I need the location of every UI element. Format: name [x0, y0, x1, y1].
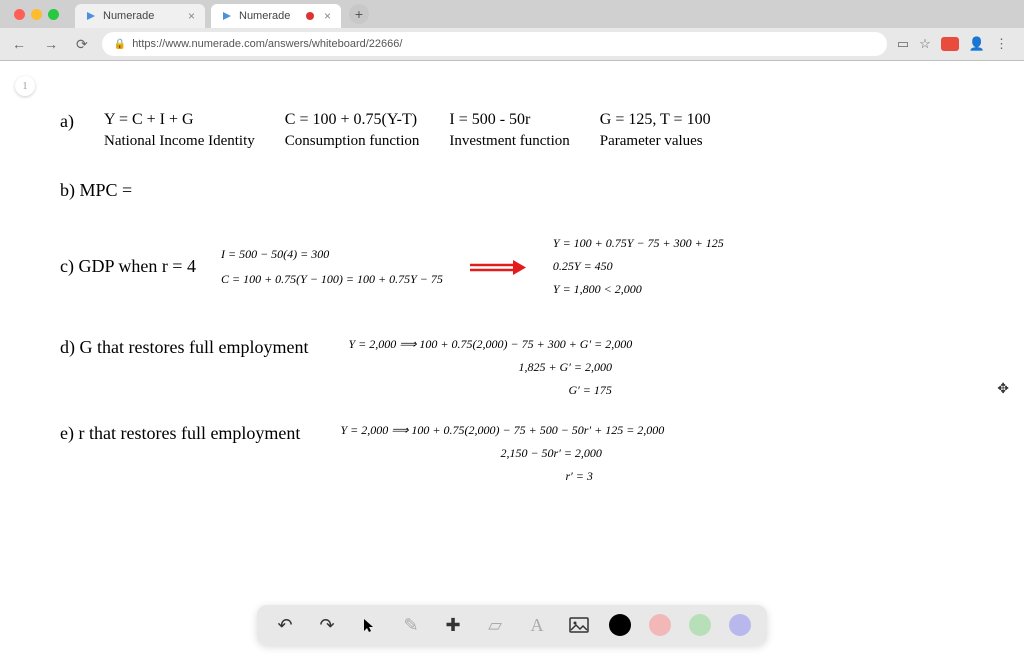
- equation-label: National Income Identity: [104, 133, 255, 150]
- result-line: 0.25Y = 450: [553, 259, 724, 274]
- tab-favicon: [85, 10, 97, 22]
- pencil-tool[interactable]: ✎: [399, 613, 423, 637]
- eraser-tool[interactable]: ▱: [483, 613, 507, 637]
- section-e-equations: Y = 2,000 ⟹ 100 + 0.75(2,000) − 75 + 500…: [340, 423, 664, 484]
- eq-line: 1,825 + G′ = 2,000: [518, 360, 612, 375]
- undo-button[interactable]: ↶: [273, 613, 297, 637]
- section-d-equations: Y = 2,000 ⟹ 100 + 0.75(2,000) − 75 + 300…: [348, 337, 632, 398]
- lock-icon: 🔒: [114, 39, 126, 50]
- menu-icon[interactable]: ⋮: [995, 36, 1008, 52]
- image-tool[interactable]: [567, 613, 591, 637]
- pointer-tool[interactable]: [357, 613, 381, 637]
- whiteboard-toolbar: ↶ ↷ ✎ ✚ ▱ A: [257, 605, 767, 645]
- maximize-window-button[interactable]: [48, 9, 59, 20]
- whiteboard-content: 1 a) Y = C + I + G National Income Ident…: [0, 61, 1024, 657]
- section-c-result: Y = 100 + 0.75Y − 75 + 300 + 125 0.25Y =…: [553, 236, 724, 297]
- section-a-label: a): [60, 111, 74, 132]
- color-black[interactable]: [609, 614, 631, 636]
- color-green[interactable]: [689, 614, 711, 636]
- tab-close-button[interactable]: ×: [324, 9, 331, 23]
- forward-button[interactable]: →: [40, 36, 62, 52]
- section-a-col: I = 500 - 50r Investment function: [449, 111, 569, 150]
- url-field[interactable]: 🔒 https://www.numerade.com/answers/white…: [102, 32, 887, 56]
- back-button[interactable]: ←: [8, 36, 30, 52]
- browser-tab[interactable]: Numerade ×: [75, 4, 205, 28]
- toolbar-right: ▭ ☆ 👤 ⋮: [897, 36, 1016, 52]
- equation-label: Consumption function: [285, 133, 420, 150]
- eq-line: G′ = 175: [568, 383, 611, 398]
- section-d-label: d) G that restores full employment: [60, 337, 308, 358]
- reader-icon[interactable]: ▭: [897, 36, 909, 52]
- browser-chrome: Numerade × Numerade × + ← → ⟳ 🔒 https://…: [0, 0, 1024, 61]
- extension-icon[interactable]: [941, 37, 959, 51]
- tab-title: Numerade: [239, 10, 300, 22]
- move-handle-icon[interactable]: ✥: [997, 381, 1009, 398]
- tab-bar: Numerade × Numerade × +: [0, 0, 1024, 28]
- equation: G = 125, T = 100: [600, 111, 711, 129]
- calc-line: C = 100 + 0.75(Y − 100) = 100 + 0.75Y − …: [221, 272, 443, 287]
- profile-icon[interactable]: 👤: [969, 36, 985, 52]
- section-b: b) MPC =: [60, 180, 964, 201]
- section-a-col: C = 100 + 0.75(Y-T) Consumption function: [285, 111, 420, 150]
- window-controls: [4, 9, 69, 20]
- result-line: Y = 1,800 < 2,000: [553, 282, 724, 297]
- section-e-label: e) r that restores full employment: [60, 423, 300, 444]
- reload-button[interactable]: ⟳: [72, 36, 92, 53]
- new-tab-button[interactable]: +: [349, 4, 369, 24]
- eq-line: Y = 2,000 ⟹ 100 + 0.75(2,000) − 75 + 300…: [348, 337, 632, 352]
- arrow-icon: [468, 257, 528, 277]
- section-c: c) GDP when r = 4 I = 500 − 50(4) = 300 …: [60, 236, 964, 297]
- bookmark-icon[interactable]: ☆: [919, 36, 931, 52]
- section-e: e) r that restores full employment Y = 2…: [60, 423, 964, 484]
- page-number-badge[interactable]: 1: [15, 76, 35, 96]
- browser-tab[interactable]: Numerade ×: [211, 4, 341, 28]
- eq-line: Y = 2,000 ⟹ 100 + 0.75(2,000) − 75 + 500…: [340, 423, 664, 438]
- minimize-window-button[interactable]: [31, 9, 42, 20]
- section-a-col: Y = C + I + G National Income Identity: [104, 111, 255, 150]
- tab-close-button[interactable]: ×: [188, 9, 195, 23]
- eq-line: 2,150 − 50r′ = 2,000: [500, 446, 602, 461]
- url-text: https://www.numerade.com/answers/whitebo…: [132, 38, 402, 50]
- tab-favicon: [221, 10, 233, 22]
- section-d: d) G that restores full employment Y = 2…: [60, 337, 964, 398]
- section-a-col: G = 125, T = 100 Parameter values: [600, 111, 711, 150]
- color-blue[interactable]: [729, 614, 751, 636]
- redo-button[interactable]: ↷: [315, 613, 339, 637]
- section-c-label: c) GDP when r = 4: [60, 256, 196, 277]
- result-line: Y = 100 + 0.75Y − 75 + 300 + 125: [553, 236, 724, 251]
- tab-title: Numerade: [103, 10, 182, 22]
- tab-modified-indicator: [306, 12, 314, 20]
- color-red[interactable]: [649, 614, 671, 636]
- equation: I = 500 - 50r: [449, 111, 569, 129]
- text-tool[interactable]: A: [525, 613, 549, 637]
- equation-label: Investment function: [449, 133, 569, 150]
- close-window-button[interactable]: [14, 9, 25, 20]
- equation-label: Parameter values: [600, 133, 711, 150]
- equation: Y = C + I + G: [104, 111, 255, 129]
- section-b-label: b) MPC =: [60, 180, 132, 200]
- eq-line: r′ = 3: [565, 469, 592, 484]
- calc-line: I = 500 − 50(4) = 300: [221, 247, 443, 262]
- section-a: a) Y = C + I + G National Income Identit…: [60, 111, 964, 150]
- address-bar: ← → ⟳ 🔒 https://www.numerade.com/answers…: [0, 28, 1024, 60]
- equation: C = 100 + 0.75(Y-T): [285, 111, 420, 129]
- add-tool[interactable]: ✚: [441, 613, 465, 637]
- section-c-calc: I = 500 − 50(4) = 300 C = 100 + 0.75(Y −…: [221, 247, 443, 287]
